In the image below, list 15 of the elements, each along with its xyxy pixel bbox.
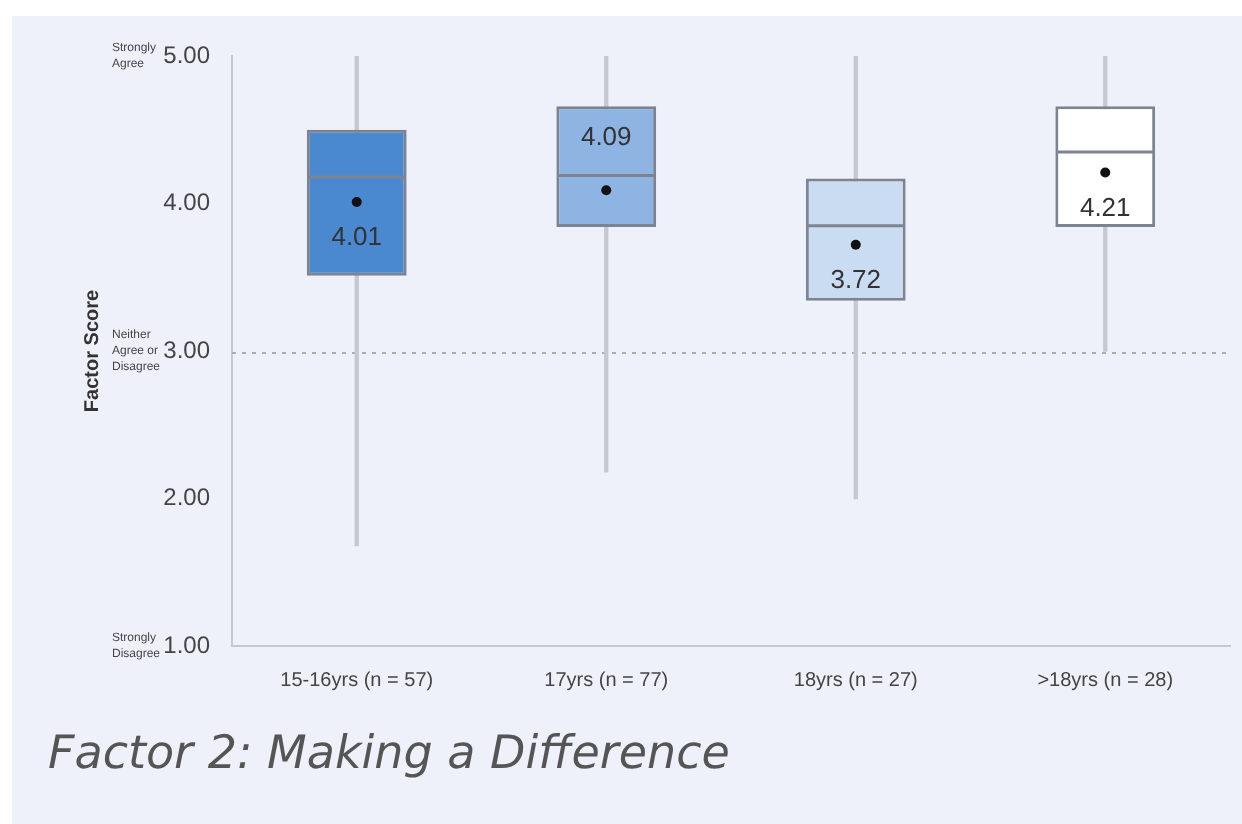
y-tick-label: 4.00	[163, 188, 211, 217]
y-axis-title: Factor Score	[81, 289, 104, 413]
x-tick-label: >18yrs (n = 28)	[1037, 669, 1174, 692]
x-tick-label: 17yrs (n = 77)	[544, 669, 669, 692]
x-tick-label: 15-16yrs (n = 57)	[280, 669, 434, 692]
text: Factor 2: Making a Difference	[48, 728, 730, 780]
y-tick-label: 3.00	[163, 335, 211, 364]
x-tick-label: 18yrs (n = 27)	[793, 669, 918, 692]
annotation: 4.01	[331, 221, 383, 252]
annotation: 4.09	[580, 121, 632, 152]
y-tick-label: 2.00	[163, 483, 211, 512]
annotation: 4.21	[1079, 191, 1131, 222]
y-tick-label: 1.00	[163, 630, 211, 659]
y-tick-label: 5.00	[163, 40, 211, 69]
annotation: 3.72	[830, 263, 882, 294]
